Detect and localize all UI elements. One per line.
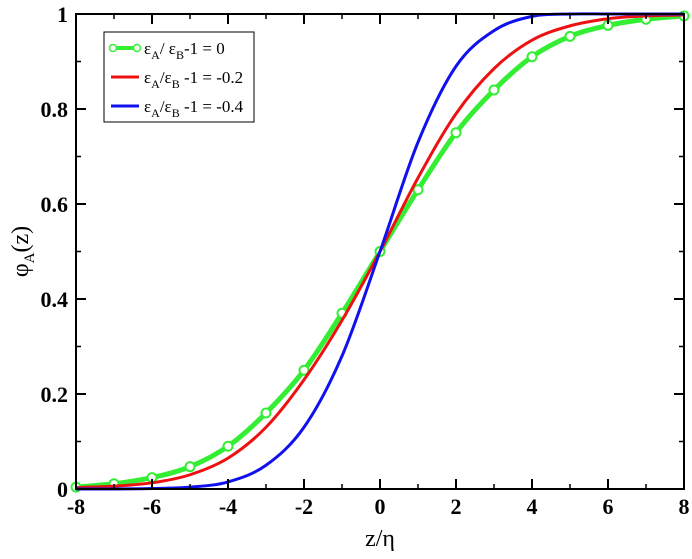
legend-label-part: /ε (160, 68, 172, 87)
legend-item-2: εA/εB -1 = -0.4 (111, 97, 244, 120)
tick-layer: -8 -6 -4 -2 0 2 4 6 8 0 0.2 0.4 0.6 0.8 1 (41, 2, 690, 519)
series-point-0 (564, 30, 576, 42)
legend-items: εA/ εB-1 = 0εA/εB -1 = -0.2εA/εB -1 = -0… (108, 39, 244, 120)
legend-label-part: B (172, 106, 180, 120)
y-axis-title-tail: (z) (8, 226, 34, 253)
x-tick-label: -6 (143, 494, 161, 519)
series-point-0 (526, 51, 538, 63)
legend-label-2: εA/εB -1 = -0.4 (144, 97, 244, 120)
legend-label-part: A (151, 48, 160, 62)
legend-label-part: B (172, 77, 180, 91)
y-tick-label: 0.4 (41, 287, 69, 312)
legend-label-part: /ε (160, 97, 172, 116)
y-axis-title-main: φ (8, 263, 34, 277)
legend-label-part: B (176, 48, 184, 62)
legend-label-part: A (151, 77, 160, 91)
legend-label-part: ε (144, 39, 151, 58)
legend-item-1: εA/εB -1 = -0.2 (111, 68, 243, 91)
y-tick-label: 0.2 (41, 382, 69, 407)
x-tick-label: 6 (603, 494, 614, 519)
legend-label-1: εA/εB -1 = -0.2 (144, 68, 243, 91)
legend-label-part: ε (144, 68, 151, 87)
series-point-0 (298, 364, 310, 376)
legend-marker-0 (132, 43, 142, 53)
x-tick-label: 0 (375, 494, 386, 519)
y-tick-label: 1 (57, 2, 68, 27)
legend-item-0: εA/ εB-1 = 0 (108, 39, 225, 62)
y-tick-label: 0 (57, 477, 68, 502)
legend-label-part: -1 = 0 (184, 39, 225, 58)
series-point-0 (450, 127, 462, 139)
x-tick-label: 4 (527, 494, 538, 519)
y-axis-title: φA(z) (8, 226, 38, 277)
legend: εA/ εB-1 = 0εA/εB -1 = -0.2εA/εB -1 = -0… (103, 31, 255, 123)
x-tick-label: -8 (67, 494, 85, 519)
x-tick-label: -2 (295, 494, 313, 519)
legend-label-0: εA/ εB-1 = 0 (144, 39, 225, 62)
x-axis-title: z/η (365, 526, 395, 552)
series-point-0 (260, 407, 272, 419)
series-point-0 (184, 461, 196, 473)
legend-label-part: -1 = -0.2 (180, 68, 243, 87)
legend-label-part: -1 = -0.4 (180, 97, 244, 116)
legend-label-part: ε (144, 97, 151, 116)
legend-label-part: / ε (160, 39, 176, 58)
x-tick-label: 8 (679, 494, 690, 519)
series-point-0 (222, 440, 234, 452)
y-tick-label: 0.6 (41, 192, 69, 217)
x-tick-label: -4 (219, 494, 237, 519)
x-tick-label: 2 (451, 494, 462, 519)
legend-marker-0 (108, 43, 118, 53)
y-tick-label: 0.8 (41, 97, 69, 122)
y-axis-title-sub: A (22, 252, 38, 263)
series-point-0 (488, 84, 500, 96)
legend-label-part: A (151, 106, 160, 120)
series-point-0 (412, 184, 424, 196)
